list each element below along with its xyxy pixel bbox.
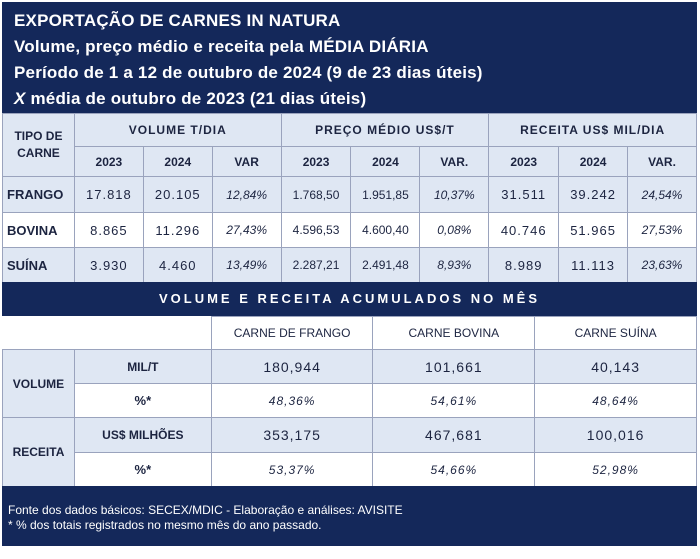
- table-row: %* 53,37% 54,66% 52,98%: [2, 452, 697, 487]
- footer-note: * % dos totais registrados no mesmo mês …: [8, 518, 322, 532]
- corner-cell: [2, 316, 212, 350]
- subheader: VAR.: [419, 146, 490, 177]
- cell: 12,84%: [211, 176, 282, 213]
- receita-label: RECEITA: [2, 417, 75, 487]
- cell: 0,08%: [419, 212, 490, 248]
- cell: 53,37%: [210, 452, 374, 487]
- subheader: VAR: [211, 146, 282, 177]
- cell: 2.287,21: [280, 247, 352, 283]
- cell: 353,175: [210, 417, 374, 453]
- cell: 11.296: [142, 212, 213, 248]
- pct-label: %*: [73, 383, 212, 418]
- header-title: EXPORTAÇÃO DE CARNES IN NATURA: [14, 11, 341, 30]
- footer-source: Fonte dos dados básicos: SECEX/MDIC - El…: [8, 503, 403, 517]
- cell: 8,93%: [419, 247, 490, 283]
- header-period: Período de 1 a 12 de outubro de 2024 (9 …: [14, 63, 483, 82]
- column-header: CARNE SUÍNA: [534, 316, 697, 350]
- subheader: 2024: [350, 146, 421, 177]
- report-header: EXPORTAÇÃO DE CARNES IN NATURA Volume, p…: [2, 2, 697, 113]
- volume-group-header: VOLUME T/DIA: [73, 113, 282, 147]
- cell: 10,37%: [419, 176, 490, 213]
- cell: 20.105: [142, 176, 213, 213]
- cell: 100,016: [534, 417, 697, 453]
- accumulated-table: CARNE DE FRANGO CARNE BOVINA CARNE SUÍNA…: [2, 316, 697, 487]
- volume-label: VOLUME: [2, 349, 75, 418]
- table-row: %* 48,36% 54,61% 48,64%: [2, 383, 697, 418]
- cell: 8.989: [488, 247, 560, 283]
- row-label: BOVINA: [2, 212, 75, 248]
- header-comparison-text: média de outubro de 2023 (21 dias úteis): [30, 89, 367, 108]
- accumulated-title: VOLUME E RECEITA ACUMULADOS NO MÊS: [158, 291, 541, 306]
- cell: 39.242: [558, 176, 629, 213]
- table-row: VOLUME MIL/T 180,944 101,661 40,143: [2, 349, 697, 418]
- cell: 13,49%: [211, 247, 282, 283]
- table-row: SUÍNA 3.930 4.460 13,49% 2.287,21 2.491,…: [2, 247, 697, 283]
- row-label: FRANGO: [2, 176, 75, 213]
- type-header: TIPO DE CARNE: [2, 113, 75, 177]
- volume-unit: MIL/T: [73, 349, 212, 384]
- cell: 51.965: [558, 212, 629, 248]
- receita-unit: US$ MILHÕES: [73, 417, 212, 453]
- subheader: 2023: [73, 146, 144, 177]
- cell: 23,63%: [627, 247, 697, 283]
- cell: 11.113: [558, 247, 629, 283]
- footer: Fonte dos dados básicos: SECEX/MDIC - El…: [2, 486, 697, 546]
- cell: 467,681: [372, 417, 536, 453]
- cell: 4.460: [142, 247, 213, 283]
- header-comparison: X média de outubro de 2023 (21 dias útei…: [14, 89, 366, 109]
- column-header: CARNE BOVINA: [372, 316, 536, 350]
- header-subtitle: Volume, preço médio e receita pela MÉDIA…: [14, 37, 429, 56]
- cell: 48,64%: [534, 383, 697, 418]
- cell: 27,43%: [211, 212, 282, 248]
- cell: 1.951,85: [350, 176, 421, 213]
- cell: 48,36%: [210, 383, 374, 418]
- subheader: 2023: [488, 146, 560, 177]
- table-row: RECEITA US$ MILHÕES 353,175 467,681 100,…: [2, 417, 697, 487]
- cell: 24,54%: [627, 176, 697, 213]
- cell: 54,66%: [372, 452, 536, 487]
- cell: 1.768,50: [280, 176, 352, 213]
- cell: 4.596,53: [280, 212, 352, 248]
- cell: 3.930: [73, 247, 144, 283]
- revenue-group-header: RECEITA US$ MIL/DIA: [488, 113, 697, 147]
- cell: 101,661: [372, 349, 536, 384]
- cell: 27,53%: [627, 212, 697, 248]
- cell: 8.865: [73, 212, 144, 248]
- cell: 4.600,40: [350, 212, 421, 248]
- cell: 54,61%: [372, 383, 536, 418]
- price-group-header: PREÇO MÉDIO US$/T: [280, 113, 490, 147]
- column-header: CARNE DE FRANGO: [210, 316, 374, 350]
- daily-average-table: TIPO DE CARNE VOLUME T/DIA PREÇO MÉDIO U…: [2, 113, 697, 283]
- row-label: SUÍNA: [2, 247, 75, 283]
- cell: 31.511: [488, 176, 560, 213]
- subheader: 2023: [280, 146, 352, 177]
- cell: 2.491,48: [350, 247, 421, 283]
- header-x-mark: X: [14, 89, 26, 108]
- cell: 40.746: [488, 212, 560, 248]
- cell: 52,98%: [534, 452, 697, 487]
- cell: 40,143: [534, 349, 697, 384]
- subheader: VAR.: [627, 146, 697, 177]
- cell: 17.818: [73, 176, 144, 213]
- subheader: 2024: [142, 146, 213, 177]
- subheader: 2024: [558, 146, 629, 177]
- accumulated-band: VOLUME E RECEITA ACUMULADOS NO MÊS: [2, 282, 697, 316]
- cell: 180,944: [210, 349, 374, 384]
- pct-label: %*: [73, 452, 212, 487]
- table-row: FRANGO 17.818 20.105 12,84% 1.768,50 1.9…: [2, 176, 697, 213]
- table-row: BOVINA 8.865 11.296 27,43% 4.596,53 4.60…: [2, 212, 697, 248]
